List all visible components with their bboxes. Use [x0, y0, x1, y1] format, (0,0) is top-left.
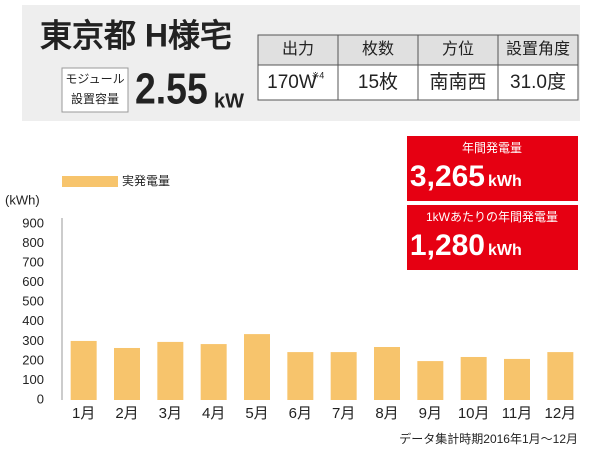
summary-label: 1kWあたりの年間発電量 [426, 210, 558, 224]
bar [244, 334, 270, 400]
footnote: データ集計時期2016年1月〜12月 [399, 431, 578, 446]
capacity-unit: kW [214, 90, 244, 112]
y-unit: (kWh) [5, 192, 40, 207]
bar [504, 358, 530, 400]
x-tick-label: 8月 [375, 405, 398, 422]
table-value: 南南西 [429, 71, 486, 93]
table-value: 15枚 [358, 71, 398, 93]
y-tick-label: 400 [22, 313, 44, 328]
x-tick-label: 6月 [289, 405, 312, 422]
bar [417, 361, 444, 400]
x-tick-label: 11月 [502, 405, 533, 422]
table-cell [337, 64, 419, 101]
y-tick-label: 800 [22, 235, 44, 250]
legend-swatch [62, 176, 118, 187]
module-label: 設置容量 [71, 91, 119, 106]
x-tick-label: 7月 [332, 405, 355, 422]
bar [114, 347, 140, 400]
summary-unit: kWh [488, 242, 522, 259]
summary-unit: kWh [488, 173, 522, 190]
summary-value: 3,265 [410, 160, 485, 193]
table-value: 170W [267, 72, 317, 93]
summary-box [407, 136, 578, 201]
table-head: 枚数 [362, 40, 394, 58]
bar [374, 347, 400, 400]
table-head: 方位 [442, 40, 474, 58]
x-tick-label: 5月 [245, 405, 268, 422]
bar [460, 356, 487, 400]
table-head-cell [257, 34, 339, 66]
title: 東京都 H様宅 [40, 17, 232, 53]
module-label-box [61, 67, 129, 113]
y-tick-label: 200 [22, 352, 44, 367]
summary-label: 年間発電量 [462, 141, 522, 155]
y-tick-label: 300 [22, 333, 44, 348]
table-value: 31.0度 [510, 71, 566, 93]
summary-box [407, 205, 578, 270]
bar [330, 352, 357, 400]
x-tick-label: 10月 [458, 405, 490, 422]
capacity: 2.55 [135, 64, 208, 114]
x-tick-label: 1月 [72, 405, 95, 422]
y-tick-label: 100 [22, 372, 44, 387]
y-tick-label: 0 [37, 391, 44, 406]
bar [287, 352, 314, 400]
x-tick-label: 9月 [419, 405, 442, 422]
bar [70, 340, 97, 400]
table-note: ※4 [312, 70, 325, 80]
table-head: 出力 [282, 40, 314, 58]
y-tick-label: 500 [22, 294, 44, 309]
table-cell [257, 64, 339, 101]
x-tick-label: 12月 [544, 405, 576, 422]
bar [200, 344, 227, 400]
summary-value: 1,280 [410, 229, 485, 262]
y-tick-label: 600 [22, 274, 44, 289]
x-tick-label: 4月 [202, 405, 225, 422]
module-label: モジュール [65, 72, 124, 86]
bar [547, 352, 574, 400]
table-head: 設置角度 [506, 40, 570, 58]
y-tick-label: 700 [22, 255, 44, 270]
y-tick-label: 900 [22, 215, 44, 230]
bar [157, 341, 184, 400]
x-tick-label: 3月 [159, 405, 182, 422]
x-tick-label: 2月 [115, 405, 138, 422]
table-head-cell [497, 34, 579, 66]
table-cell [497, 64, 579, 101]
legend-label: 実発電量 [122, 173, 170, 188]
